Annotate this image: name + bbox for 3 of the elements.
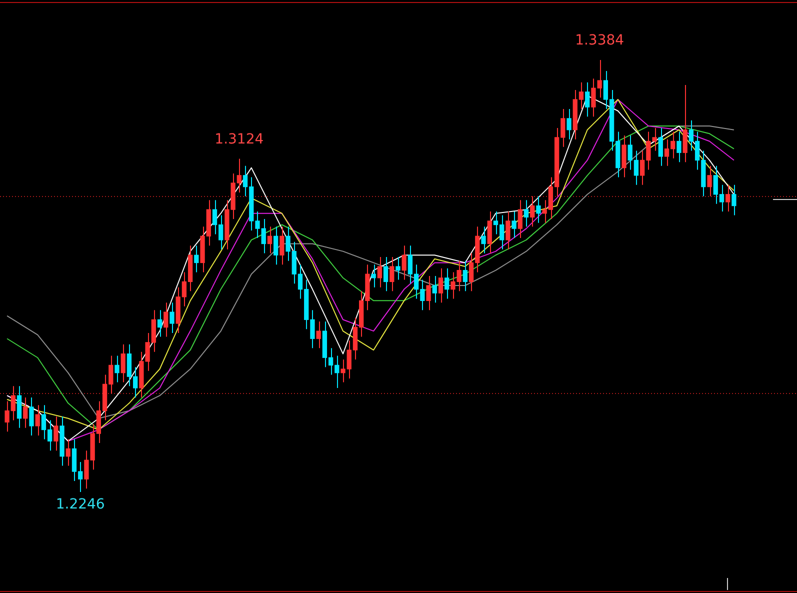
annotation: 1.3124 [214, 131, 264, 148]
annotation: 1.3384 [575, 32, 624, 49]
annotation: 1.2246 [56, 496, 105, 513]
